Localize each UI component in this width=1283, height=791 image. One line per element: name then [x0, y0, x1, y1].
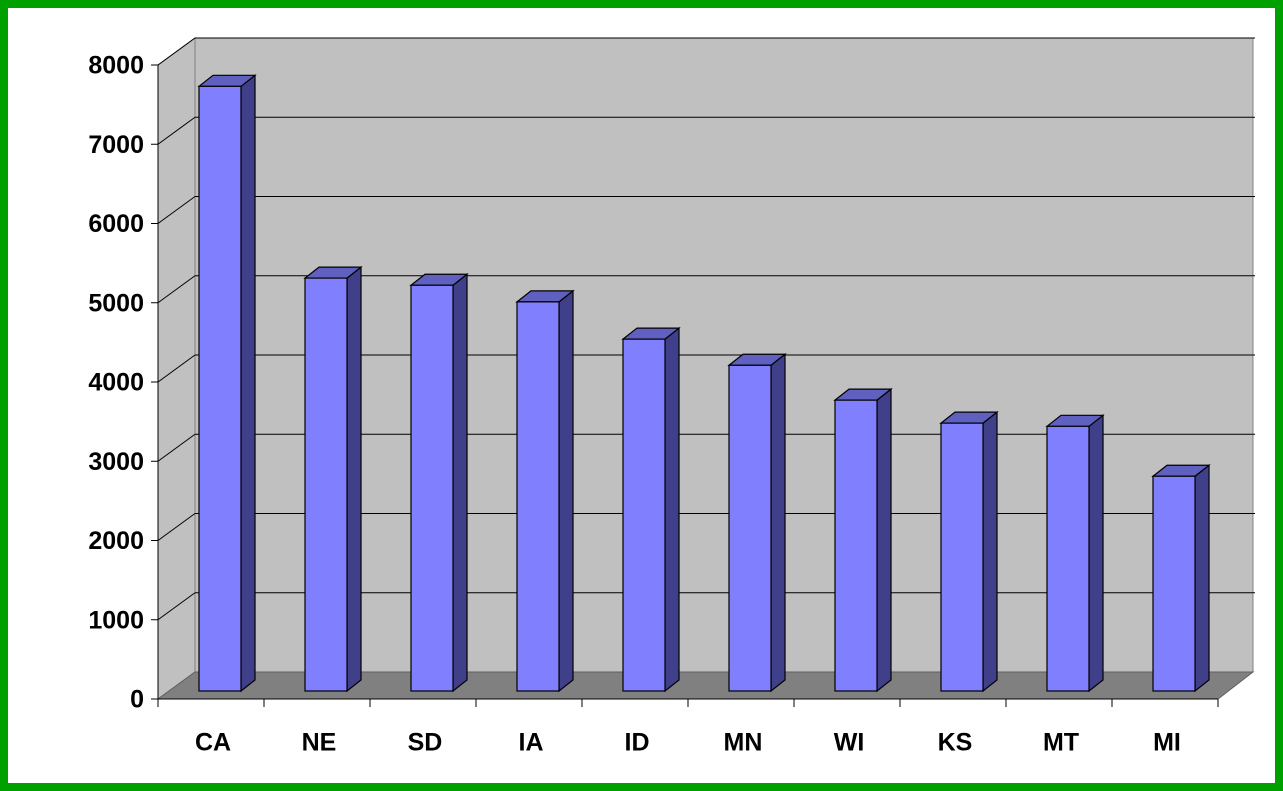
bar-side: [1088, 414, 1104, 693]
y-tick-label: 2000: [88, 527, 144, 555]
x-tick-label: MI: [1153, 729, 1181, 757]
bar-side: [558, 289, 574, 693]
x-tick-label: SD: [408, 729, 443, 757]
bar-side: [982, 410, 998, 693]
y-tick-label: 1000: [88, 606, 144, 634]
grid-line: [157, 433, 196, 462]
y-tick-label: 8000: [88, 52, 144, 80]
bar: [198, 85, 242, 692]
grid-line: [157, 275, 196, 304]
grid-line: [157, 196, 196, 224]
bar-side: [240, 74, 256, 693]
bar: [1046, 425, 1090, 692]
bar: [834, 399, 878, 692]
grid-line: [157, 354, 196, 383]
x-tick-label: MN: [724, 729, 763, 757]
bar-side: [664, 326, 680, 693]
bar-side: [770, 353, 786, 693]
bar: [622, 338, 666, 692]
bar: [728, 364, 772, 692]
bar-side: [346, 265, 362, 693]
grid-line: [157, 513, 196, 541]
x-tick-label: IA: [519, 729, 544, 757]
y-tick-label: 0: [130, 686, 144, 714]
grid-line: [157, 592, 196, 621]
y-tick-label: 3000: [88, 448, 144, 476]
x-tick-label: MT: [1043, 729, 1079, 757]
x-tick-label: ID: [625, 729, 650, 757]
x-tick-label: KS: [938, 729, 973, 757]
bar-side: [1194, 463, 1210, 693]
bar: [410, 284, 454, 692]
grid-line: [157, 116, 196, 145]
y-tick-label: 5000: [88, 289, 144, 317]
y-tick-label: 7000: [88, 131, 144, 159]
bar-side: [876, 387, 892, 693]
x-tick-label: NE: [302, 729, 337, 757]
x-tick-label: CA: [195, 729, 231, 757]
bar: [1152, 475, 1196, 692]
y-tick-label: 6000: [88, 210, 144, 238]
bar: [304, 277, 348, 692]
bar: [940, 422, 984, 692]
bar-side: [452, 273, 468, 693]
grid-line: [157, 37, 196, 66]
y-tick-label: 4000: [88, 369, 144, 397]
x-tick-label: WI: [834, 729, 865, 757]
bar: [516, 301, 560, 692]
